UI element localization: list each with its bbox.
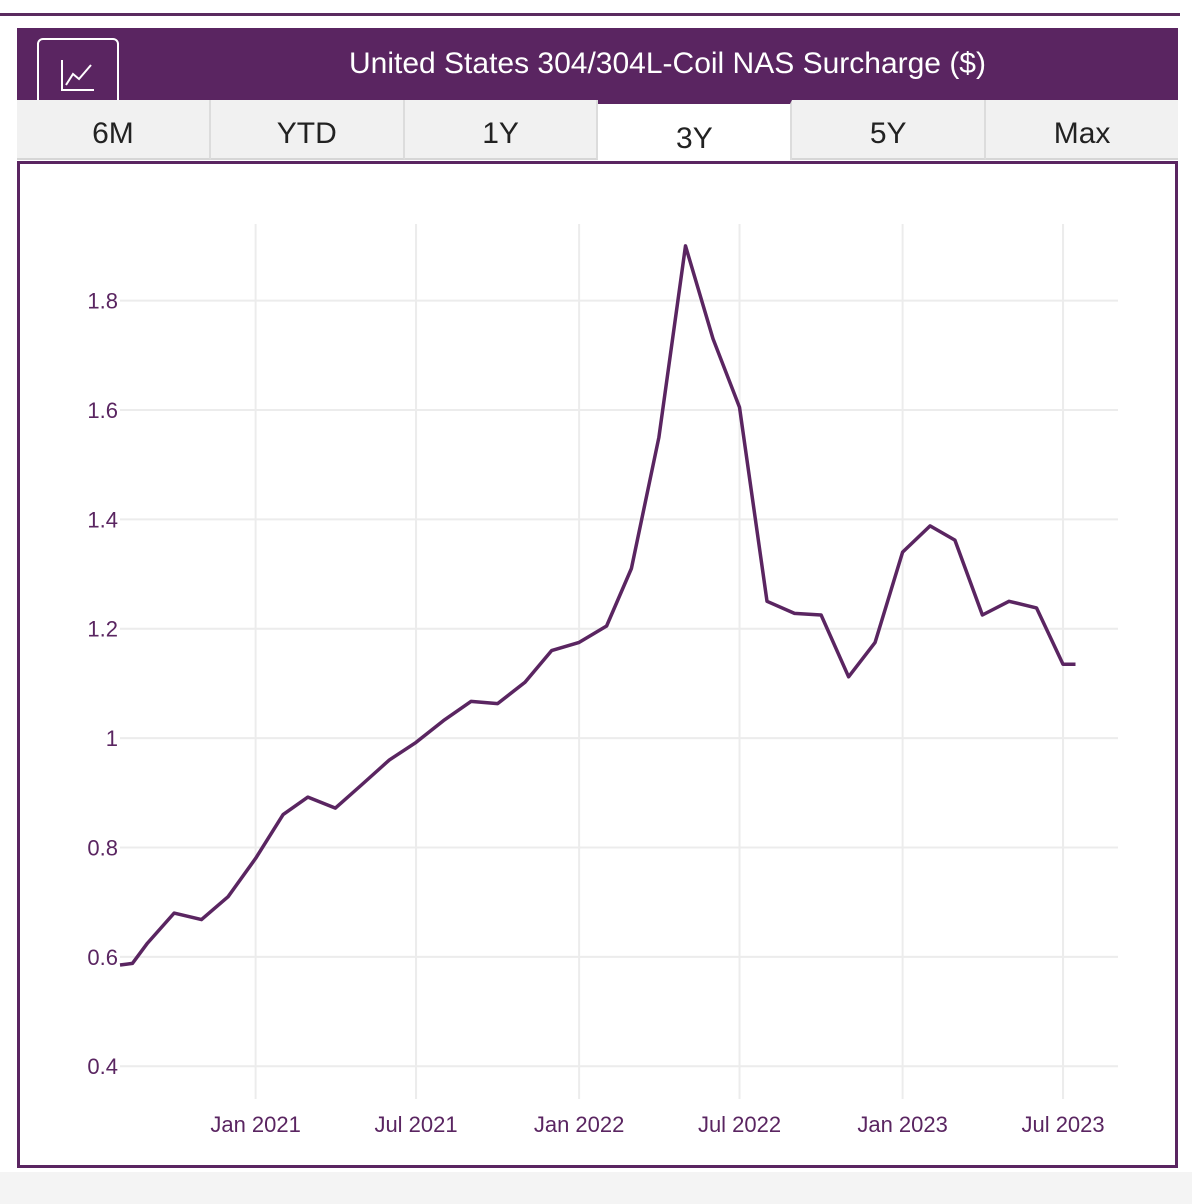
chart-container: 0.4 0.6 0.8 1 1.2 1.4 1.6 1.8 Jan 2021 Jul 2021 J… xyxy=(17,161,1178,1168)
y-tick-label: 1.4 xyxy=(87,507,118,532)
series-layer xyxy=(119,244,1076,967)
y-axis-ticks: 0.4 0.6 0.8 1 1.2 1.4 1.6 1.8 xyxy=(87,289,118,1080)
chart-type-button[interactable] xyxy=(37,38,119,112)
x-tick-label: Jan 2021 xyxy=(210,1112,301,1137)
chart-header: United States 304/304L-Coil NAS Surcharg… xyxy=(17,28,1178,112)
range-tabs: 6M YTD 1Y 3Y 5Y Max xyxy=(17,100,1178,160)
x-tick-label: Jan 2023 xyxy=(857,1112,948,1137)
y-gridlines xyxy=(120,299,1118,1068)
x-tick-label: Jan 2022 xyxy=(534,1112,625,1137)
series-line xyxy=(119,244,1076,967)
y-tick-label: 1.8 xyxy=(87,289,118,314)
tab-ytd[interactable]: YTD xyxy=(210,100,405,160)
y-tick-label: 0.6 xyxy=(87,945,118,970)
tab-1y[interactable]: 1Y xyxy=(404,100,599,160)
line-chart-icon xyxy=(61,60,94,91)
tab-5y[interactable]: 5Y xyxy=(792,100,987,160)
x-gridlines xyxy=(254,224,1065,1099)
line-chart: 0.40.60.811.21.41.61.8 Jan 2021 Jul 2021 J… xyxy=(87,224,1118,1137)
x-tick-label: Jul 2021 xyxy=(374,1112,457,1137)
bottom-strip xyxy=(0,1172,1192,1204)
tab-6m[interactable]: 6M xyxy=(17,100,211,160)
chart-title: United States 304/304L-Coil NAS Surcharg… xyxy=(348,47,986,80)
tab-max[interactable]: Max xyxy=(986,100,1178,160)
y-tick-label: 0.4 xyxy=(87,1054,118,1079)
y-tick-label: 1.6 xyxy=(87,398,118,423)
x-tick-label: Jul 2023 xyxy=(1021,1112,1104,1137)
y-tick-label: 0.8 xyxy=(87,835,118,860)
y-tick-label: 1 xyxy=(106,726,118,751)
x-axis-ticks: Jan 2021 Jul 2021 Jan 2022 Jul 2022 Jan 2023… xyxy=(210,1112,1104,1137)
x-tick-label: Jul 2022 xyxy=(698,1112,781,1137)
tab-3y[interactable]: 3Y xyxy=(598,100,793,160)
y-tick-label: 1.2 xyxy=(87,617,118,642)
top-rule xyxy=(0,13,1180,16)
